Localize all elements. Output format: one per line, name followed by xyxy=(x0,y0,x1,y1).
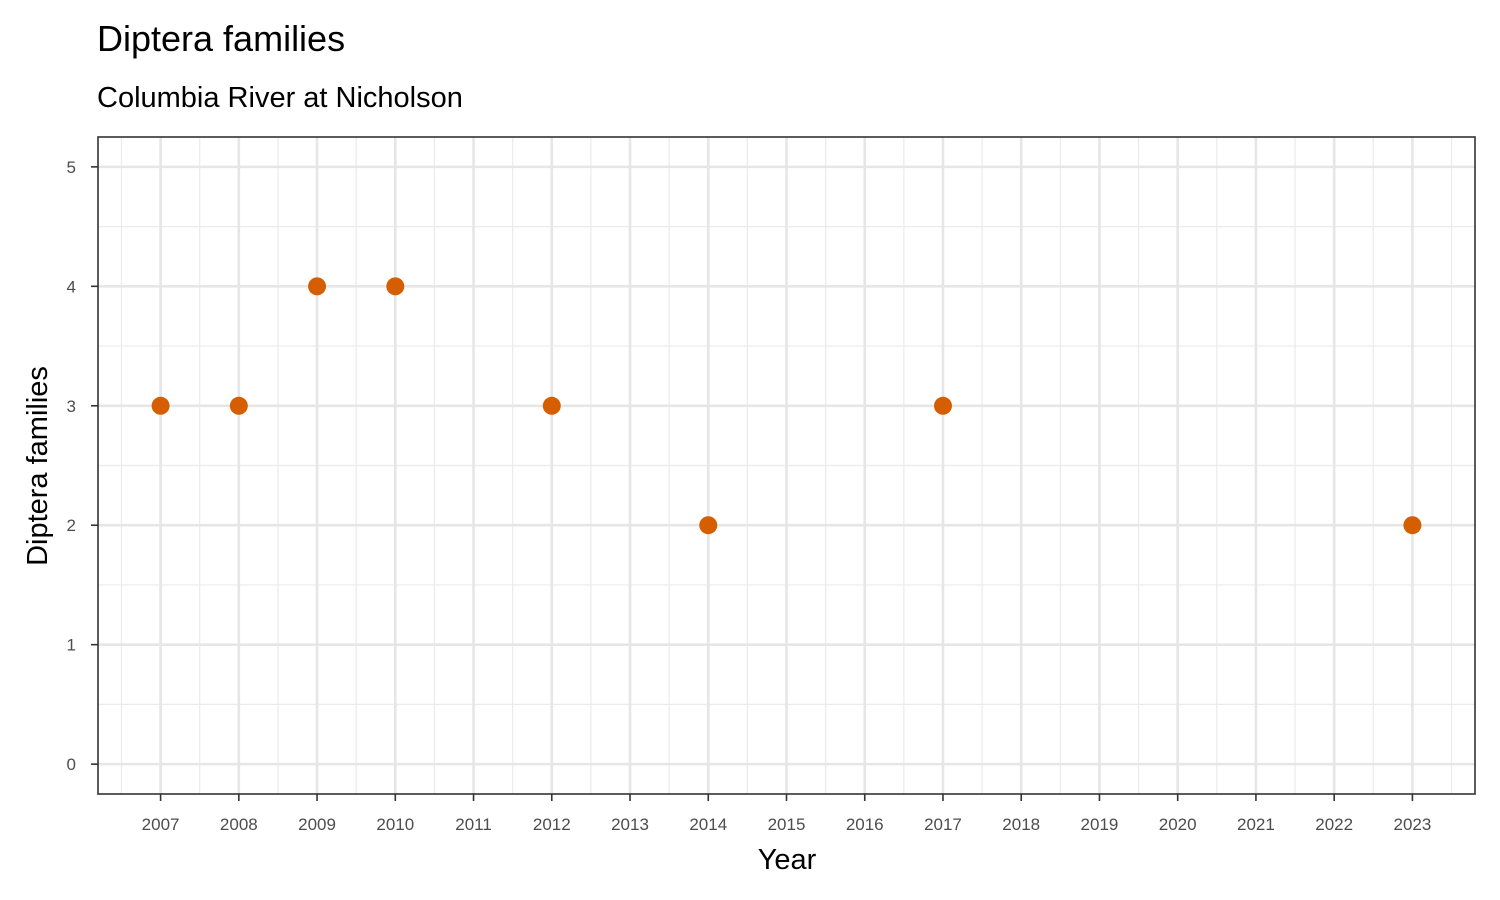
data-point xyxy=(308,277,327,296)
x-tick-label: 2023 xyxy=(1393,815,1431,834)
data-point xyxy=(933,396,952,415)
x-tick-label: 2013 xyxy=(611,815,649,834)
data-point xyxy=(229,396,248,415)
x-tick-label: 2012 xyxy=(533,815,571,834)
y-tick-label: 5 xyxy=(67,158,76,177)
y-tick-label: 4 xyxy=(67,277,76,296)
x-tick-label: 2015 xyxy=(768,815,806,834)
x-tick-label: 2009 xyxy=(298,815,336,834)
x-tick-label: 2008 xyxy=(220,815,258,834)
data-point xyxy=(386,277,405,296)
x-tick-label: 2014 xyxy=(689,815,727,834)
data-point xyxy=(542,396,561,415)
x-axis: 2007 2008 2009 2010 2011 2012 2013 2014 2015 2016… xyxy=(142,794,1431,834)
x-tick-label: 2011 xyxy=(455,815,492,834)
x-tick-label: 2018 xyxy=(1002,815,1040,834)
x-tick-label: 2017 xyxy=(924,815,962,834)
y-tick-label: 1 xyxy=(67,636,76,655)
major-gridlines xyxy=(98,137,1475,794)
x-tick-label: 2007 xyxy=(142,815,180,834)
x-tick-label: 2019 xyxy=(1081,815,1119,834)
data-points xyxy=(151,277,1422,535)
y-axis: 0 1 2 3 4 5 xyxy=(67,158,98,774)
data-point xyxy=(151,396,170,415)
x-tick-label: 2010 xyxy=(376,815,414,834)
data-point xyxy=(699,516,718,535)
chart-subtitle: Columbia River at Nicholson xyxy=(97,82,463,114)
chart-title: Diptera families xyxy=(97,18,345,59)
data-point xyxy=(1403,516,1422,535)
x-tick-label: 2016 xyxy=(846,815,884,834)
y-tick-label: 0 xyxy=(67,755,76,774)
x-tick-label: 2022 xyxy=(1315,815,1353,834)
y-axis-title: Diptera families xyxy=(22,366,54,566)
x-axis-title: Year xyxy=(758,844,817,876)
x-tick-label: 2021 xyxy=(1237,815,1275,834)
y-tick-label: 3 xyxy=(67,397,76,416)
x-tick-label: 2020 xyxy=(1159,815,1197,834)
minor-gridlines xyxy=(98,137,1475,794)
y-tick-label: 2 xyxy=(67,516,76,535)
